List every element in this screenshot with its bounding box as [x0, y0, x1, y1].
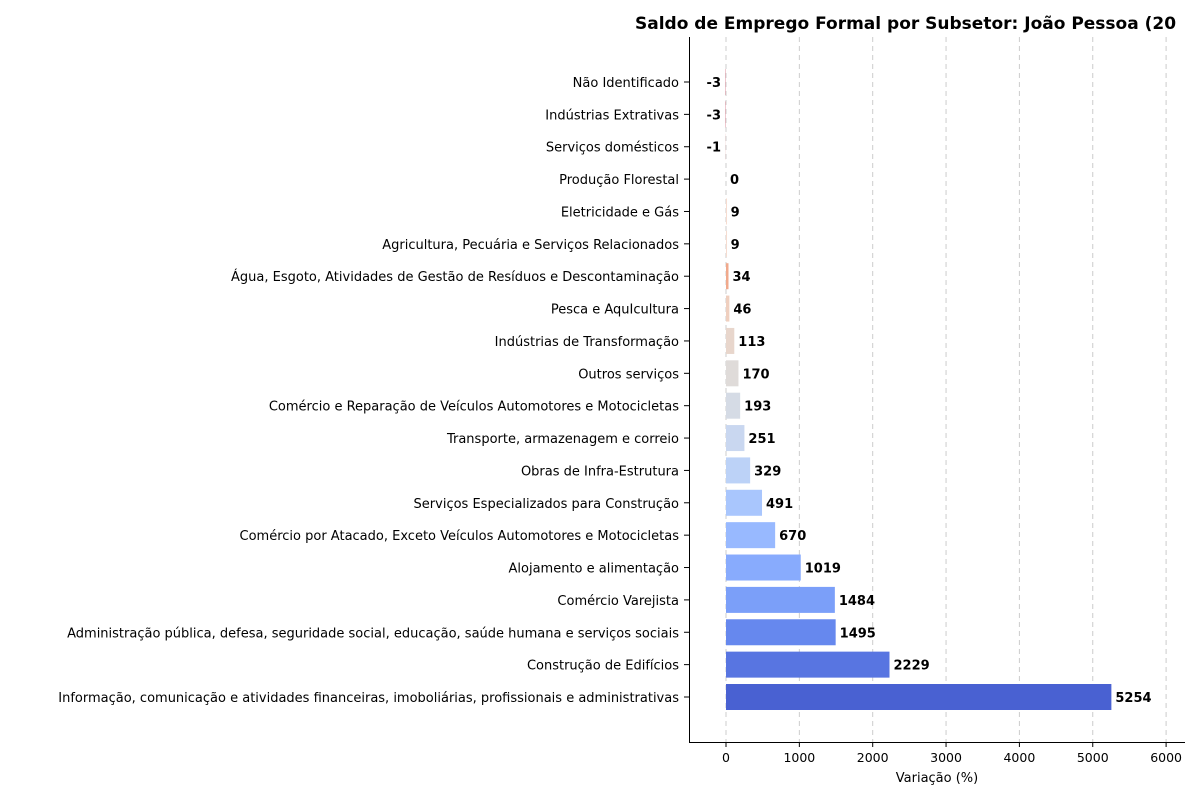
value-label: 9 — [731, 238, 740, 253]
x-tick-label: 0 — [722, 750, 730, 765]
category-label: Alojamento e alimentação — [509, 562, 680, 577]
bar — [726, 619, 836, 645]
value-label: 491 — [766, 497, 793, 512]
category-label: Pesca e AquIcultura — [551, 303, 679, 318]
value-label: 193 — [744, 400, 771, 415]
x-tick-label: 2000 — [857, 750, 889, 765]
category-label: Serviços Especializados para Construção — [414, 497, 679, 512]
bar — [726, 231, 727, 257]
x-tick-label: 4000 — [1003, 750, 1035, 765]
value-label: -3 — [707, 108, 721, 123]
bar — [726, 296, 729, 322]
bar — [726, 360, 738, 386]
category-label: Serviços domésticos — [546, 141, 679, 156]
category-label: Água, Esgoto, Atividades de Gestão de Re… — [231, 269, 679, 285]
value-label: 34 — [732, 270, 750, 285]
x-tick-label: 5000 — [1077, 750, 1109, 765]
value-label: 670 — [779, 529, 806, 544]
bar — [726, 328, 734, 354]
chart-title: Saldo de Emprego Formal por Subsetor: Jo… — [635, 14, 1176, 34]
category-label: Administração pública, defesa, seguridad… — [67, 626, 679, 641]
value-label: -3 — [707, 76, 721, 91]
category-label: Indústrias de Transformação — [495, 335, 679, 350]
value-label: 1484 — [839, 594, 875, 609]
value-label: 2229 — [893, 659, 929, 674]
category-label: Transporte, armazenagem e correio — [446, 432, 679, 447]
bar — [726, 587, 835, 613]
value-label: -1 — [707, 141, 721, 156]
category-label: Não Identificado — [573, 76, 679, 91]
bar — [726, 393, 740, 419]
x-tick-label: 3000 — [930, 750, 962, 765]
value-label: 46 — [733, 303, 751, 318]
category-labels: Não Identificado Indústrias Extrativas Ser… — [58, 76, 689, 706]
category-label: Informação, comunicação e atividades fin… — [58, 691, 679, 706]
category-label: Construção de Edifícios — [527, 659, 679, 674]
category-label: Comércio por Atacado, Exceto Veículos Au… — [240, 529, 680, 544]
category-label: Comércio Varejista — [557, 594, 679, 609]
value-label: 251 — [748, 432, 775, 447]
category-label: Eletricidade e Gás — [561, 205, 679, 220]
x-axis-title: Variação (%) — [896, 771, 978, 786]
bar — [726, 198, 727, 224]
bar — [726, 522, 775, 548]
category-label: Comércio e Reparação de Veículos Automot… — [269, 400, 679, 415]
value-label: 1495 — [840, 626, 876, 641]
category-label: Outros serviços — [578, 367, 679, 382]
bar — [726, 555, 801, 581]
bar — [726, 490, 762, 516]
value-label: 329 — [754, 464, 781, 479]
category-label: Obras de Infra-Estrutura — [521, 464, 679, 479]
bars — [726, 69, 1112, 710]
bar — [726, 425, 744, 451]
x-ticks: 0 1000 2000 3000 4000 5000 6000 — [722, 742, 1182, 765]
bar — [726, 652, 889, 678]
bar — [726, 457, 750, 483]
value-label: 9 — [731, 205, 740, 220]
value-label: 170 — [742, 367, 769, 382]
x-tick-label: 6000 — [1150, 750, 1182, 765]
x-tick-label: 1000 — [783, 750, 815, 765]
value-label: 5254 — [1115, 691, 1151, 706]
category-label: Indústrias Extrativas — [545, 108, 679, 123]
category-label: Agricultura, Pecuária e Serviços Relacio… — [382, 238, 679, 253]
value-label: 1019 — [805, 562, 841, 577]
bar — [726, 263, 728, 289]
category-label: Produção Florestal — [559, 173, 679, 188]
value-label: 113 — [738, 335, 765, 350]
value-label: 0 — [730, 173, 739, 188]
bar — [726, 684, 1111, 710]
